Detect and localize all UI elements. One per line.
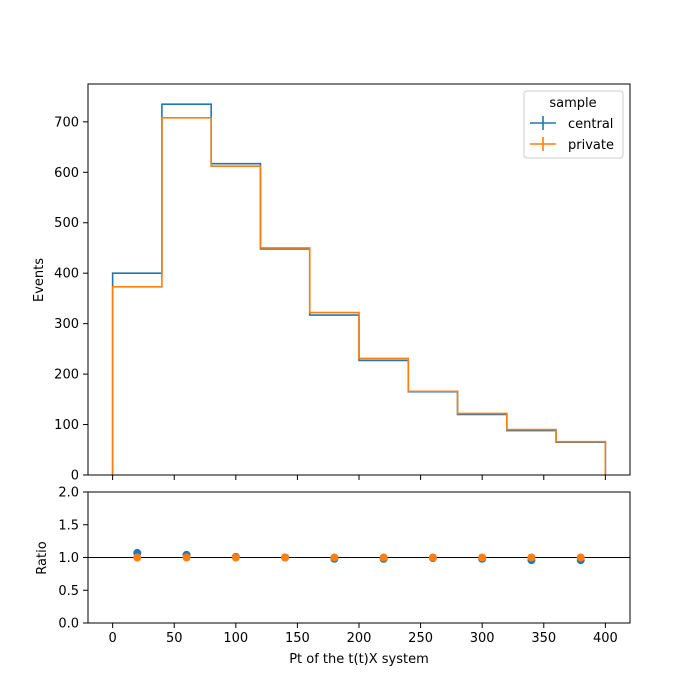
histogram-y-tick-label: 700 — [54, 115, 79, 130]
ratio-y-tick-label: 1.5 — [58, 518, 79, 533]
ratio-ticks: 0 50 100 150 200 250 300 350 400 0.0 0.5 1.0 1.5 2.0 — [58, 486, 617, 647]
histogram-y-tick-label: 200 — [54, 368, 79, 383]
ratio-point-private — [281, 553, 290, 562]
ratio-point-private — [527, 553, 536, 562]
legend-label-private: private — [568, 138, 614, 153]
ratio-x-tick-label: 250 — [408, 631, 433, 646]
legend-entry-central: central — [530, 116, 613, 132]
histogram-y-tick-label: 0 — [71, 469, 79, 484]
legend-title: sample — [549, 96, 596, 111]
ratio-point-private — [576, 553, 585, 562]
ratio-x-tick-label: 350 — [531, 631, 556, 646]
legend-label-central: central — [568, 117, 613, 132]
histogram-panel: 0 100 200 300 400 500 600 700 Events sample cen… — [32, 83, 631, 484]
ratio-y-tick-label: 0.5 — [58, 584, 79, 599]
legend-box — [523, 90, 624, 159]
histogram-step-private — [111, 117, 607, 475]
histogram-y-tick-label: 400 — [54, 267, 79, 282]
ratio-point-private — [133, 553, 142, 562]
ratio-x-tick-label: 400 — [593, 631, 618, 646]
ratio-y-tick-label: 1.0 — [58, 551, 79, 566]
histogram-y-tick-label: 300 — [54, 317, 79, 332]
ratio-point-private — [182, 553, 191, 562]
histogram-y-axis-label: Events — [32, 258, 47, 302]
ratio-x-tick-label: 50 — [166, 631, 183, 646]
ratio-series — [133, 548, 585, 565]
ratio-x-tick-label: 0 — [108, 631, 116, 646]
ratio-y-axis-label: Ratio — [35, 541, 50, 574]
ratio-point-private — [478, 553, 487, 562]
ratio-x-tick-label: 100 — [223, 631, 248, 646]
ratio-y-tick-label: 2.0 — [58, 486, 79, 501]
histogram-ticks: 0 100 200 300 400 500 600 700 — [54, 115, 606, 484]
ratio-x-tick-label: 200 — [347, 631, 372, 646]
histogram-y-tick-label: 600 — [54, 166, 79, 181]
histogram-y-tick-label: 100 — [54, 418, 79, 433]
legend-entry-private: private — [530, 137, 614, 153]
histogram-series — [111, 103, 607, 475]
ratio-frame — [87, 491, 631, 624]
histogram-frame — [87, 83, 631, 476]
histogram-y-tick-label: 500 — [54, 216, 79, 231]
ratio-x-tick-label: 300 — [470, 631, 495, 646]
ratio-panel: 0 50 100 150 200 250 300 350 4000.00.51.01.52.0 … — [35, 486, 631, 667]
ratio-point-private — [379, 553, 388, 562]
ratio-x-tick-label: 150 — [285, 631, 310, 646]
x-axis-label: Pt of the t(t)X system — [289, 652, 429, 667]
ratio-point-private — [428, 553, 437, 562]
ratio-point-private — [231, 553, 240, 562]
ratio-series-private — [133, 553, 585, 562]
legend: sample central private — [523, 90, 624, 159]
ratio-point-private — [330, 553, 339, 562]
ratio-y-tick-label: 0.0 — [58, 617, 79, 632]
